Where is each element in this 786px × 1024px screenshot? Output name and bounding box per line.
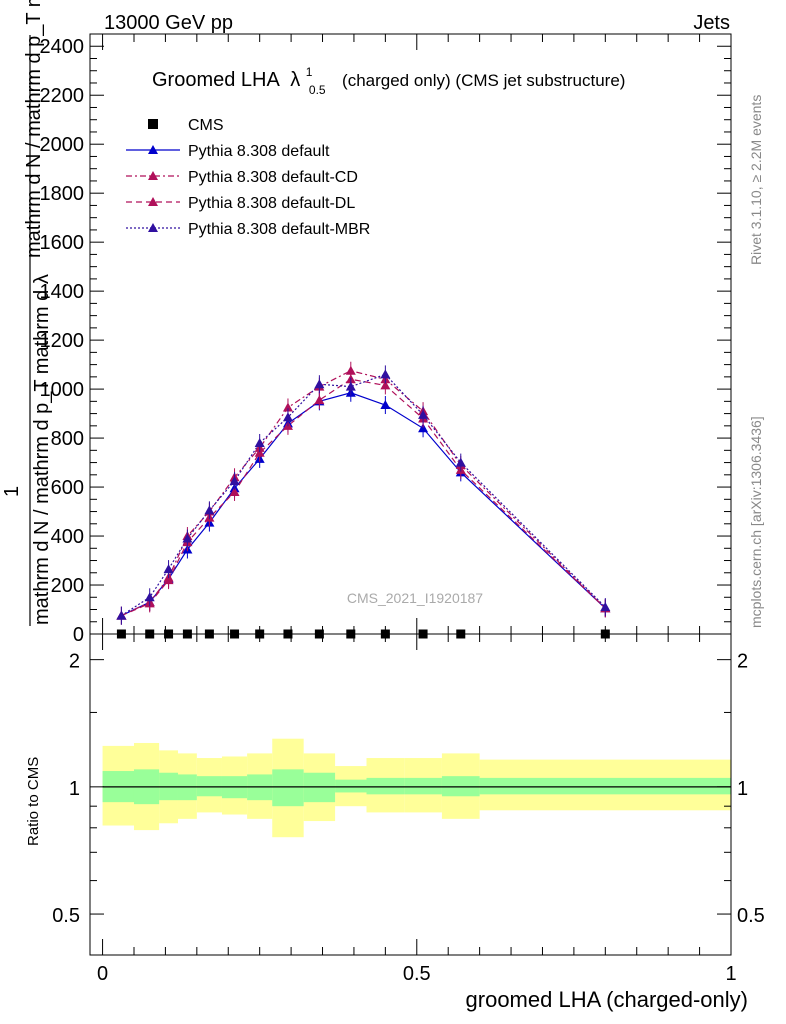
- data-point: [380, 380, 391, 390]
- ratio-y-tick-label: 2: [69, 651, 80, 673]
- main-y-axis: 0 200 400 600 800 1000 1200 1400 1600 1800 2000 220…: [40, 34, 732, 646]
- data-point: [254, 447, 265, 457]
- y-tick-label: 1600: [40, 232, 85, 254]
- ratio-ylabel: Ratio to CMS: [25, 757, 42, 846]
- data-point: [380, 400, 391, 410]
- y-tick-label: 1400: [40, 281, 85, 303]
- legend: CMS Pythia 8.308 default Pythia 8.308 defa…: [126, 117, 370, 238]
- ratio-y-tick-label-right: 2: [737, 651, 748, 673]
- data-point: [163, 564, 174, 574]
- data-point: [254, 437, 265, 447]
- y-tick-label: 1000: [40, 379, 85, 401]
- legend-label: Pythia 8.308 default-CD: [188, 169, 358, 186]
- mcplots-label: mcplots.cern.ch [arXiv:1306.3436]: [748, 416, 764, 628]
- inner-band-bin: [441, 776, 480, 797]
- data-point: [345, 381, 356, 391]
- rivet-label: Rivet 3.1.10, ≥ 2.2M events: [748, 95, 764, 265]
- ylabel-numerator: 1: [1, 486, 23, 497]
- watermark: CMS_2021_I1920187: [347, 590, 483, 606]
- header-right: Jets: [693, 12, 730, 34]
- y-tick-label: 0: [73, 624, 84, 646]
- y-tick-label: 600: [51, 477, 84, 499]
- legend-label: Pythia 8.308 default-MBR: [188, 221, 370, 238]
- data-point: [314, 395, 325, 405]
- series-line: [121, 378, 606, 617]
- x-tick-label: 0.5: [403, 963, 431, 985]
- series-line: [121, 373, 606, 617]
- data-point: [229, 486, 240, 496]
- ratio-axes: 0.5 0.5 1 1 2 2 0 0.5 1: [52, 634, 765, 985]
- y-tick-label: 1200: [40, 330, 85, 352]
- data-point: [116, 610, 127, 620]
- inner-band-bin: [479, 777, 731, 795]
- inner-band-bin: [196, 776, 222, 797]
- ylabel-top: mathrm d N / mathrm d p_T mathrm d lambd…: [23, 0, 45, 258]
- y-tick-label: 2400: [40, 36, 85, 58]
- title-sub: 0.5: [309, 83, 326, 97]
- legend-label: Pythia 8.308 default-DL: [188, 195, 355, 212]
- data-point: [418, 423, 429, 433]
- data-point: [600, 602, 611, 612]
- data-point: [163, 575, 174, 585]
- y-tick-label: 400: [51, 526, 84, 548]
- data-point: [229, 475, 240, 485]
- main-panel: 0 200 400 600 800 1000 1200 1400 1600 1800 2000 220…: [1, 0, 732, 646]
- y-tick-label: 1800: [40, 183, 85, 205]
- legend-marker: [148, 223, 158, 232]
- data-point: [144, 592, 155, 602]
- xlabel: groomed LHA (charged-only): [466, 987, 748, 1012]
- y-tick-label: 200: [51, 575, 84, 597]
- main-title: Groomed LHA λ 1 0.5 (charged only) (CMS …: [152, 63, 625, 98]
- series-line: [121, 392, 606, 617]
- legend-label: CMS: [188, 117, 224, 134]
- legend-label: Pythia 8.308 default: [188, 143, 330, 160]
- ratio-y-tick-label: 1: [69, 778, 80, 800]
- ratio-y-tick-label-right: 1: [737, 778, 748, 800]
- ratio-y-tick-label: 0.5: [52, 905, 80, 927]
- inner-band-bin: [404, 777, 442, 795]
- header-left: 13000 GeV pp: [104, 12, 233, 34]
- ratio-frame: [89, 633, 732, 956]
- data-point: [418, 409, 429, 419]
- inner-band-bin: [366, 777, 405, 795]
- data-point: [380, 369, 391, 379]
- legend-marker: [148, 197, 158, 206]
- data-point: [345, 365, 356, 375]
- legend-marker: [148, 119, 158, 129]
- series-line: [121, 370, 606, 617]
- y-tick-label: 2200: [40, 85, 85, 107]
- x-tick-label: 0: [97, 963, 108, 985]
- legend-marker: [148, 145, 158, 154]
- x-tick-label: 1: [725, 963, 736, 985]
- data-point: [455, 457, 466, 467]
- ratio-y-tick-label-right: 0.5: [737, 905, 765, 927]
- data-point: [282, 402, 293, 412]
- data-point: [182, 533, 193, 543]
- title-sup: 1: [306, 65, 313, 79]
- ratio-bands: [102, 738, 731, 838]
- ratio-panel: 0.5 0.5 1 1 2 2 0 0.5 1 Ratio to CMS groomed LHA…: [25, 633, 765, 1012]
- y-tick-label: 800: [51, 428, 84, 450]
- ylabel-denominator: mathrm d N / mathrm d p_T mathrm d λ: [31, 274, 53, 625]
- legend-marker: [148, 171, 158, 180]
- inner-band-bin: [335, 779, 367, 793]
- data-point: [204, 505, 215, 515]
- data-point: [282, 412, 293, 422]
- title-main: Groomed LHA: [152, 69, 280, 91]
- title-rest: (charged only) (CMS jet substructure): [342, 71, 625, 90]
- data-point: [314, 379, 325, 389]
- y-tick-label: 2000: [40, 134, 85, 156]
- inner-band-bin: [272, 769, 304, 807]
- title-lambda: λ: [290, 69, 300, 91]
